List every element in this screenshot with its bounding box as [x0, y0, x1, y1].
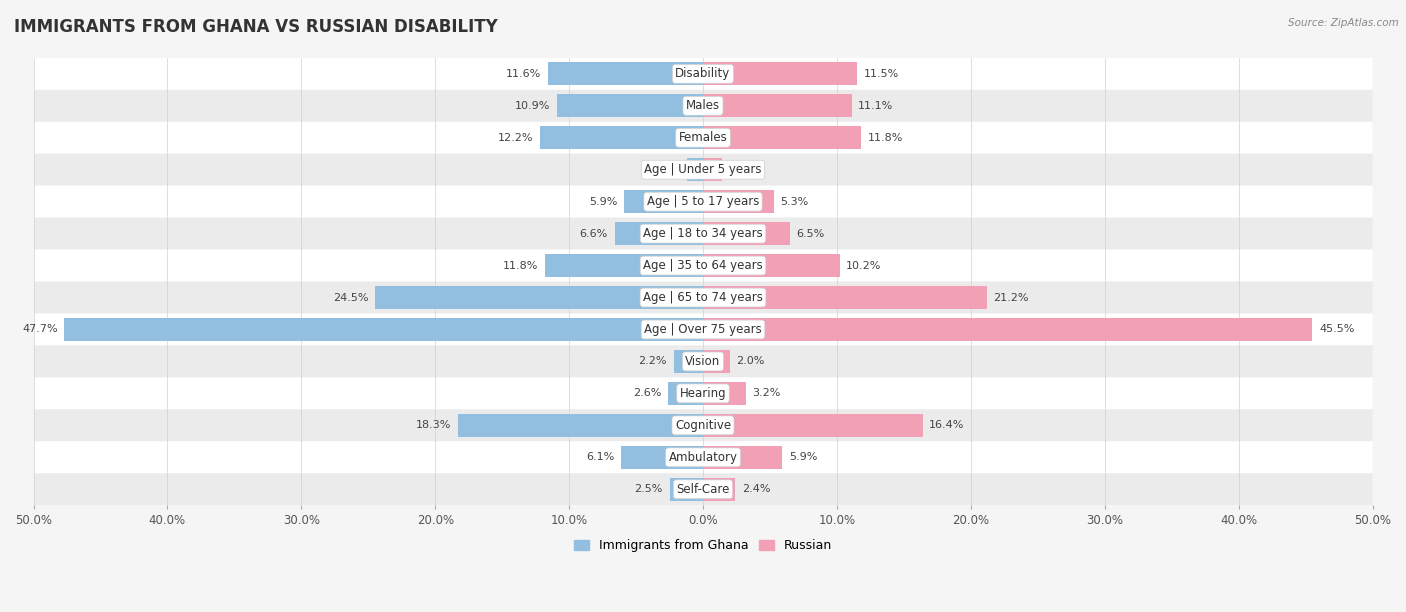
- Text: 2.6%: 2.6%: [633, 389, 661, 398]
- Bar: [703, 254, 839, 277]
- FancyBboxPatch shape: [34, 409, 1372, 441]
- Text: 45.5%: 45.5%: [1319, 324, 1354, 335]
- Text: 3.2%: 3.2%: [752, 389, 780, 398]
- Text: 10.2%: 10.2%: [846, 261, 882, 271]
- Text: 16.4%: 16.4%: [929, 420, 965, 430]
- FancyBboxPatch shape: [34, 90, 1372, 122]
- Bar: [548, 62, 703, 85]
- Text: 6.6%: 6.6%: [579, 229, 607, 239]
- Text: 5.3%: 5.3%: [780, 196, 808, 207]
- Bar: [703, 190, 773, 213]
- Text: 24.5%: 24.5%: [333, 293, 368, 302]
- Bar: [458, 414, 703, 437]
- Text: 5.9%: 5.9%: [789, 452, 817, 462]
- Text: Disability: Disability: [675, 67, 731, 80]
- Bar: [703, 126, 860, 149]
- Text: Cognitive: Cognitive: [675, 419, 731, 432]
- FancyBboxPatch shape: [34, 154, 1372, 185]
- Bar: [546, 254, 703, 277]
- FancyBboxPatch shape: [34, 473, 1372, 506]
- Text: 11.8%: 11.8%: [503, 261, 538, 271]
- Text: 2.0%: 2.0%: [737, 356, 765, 367]
- Bar: [703, 222, 790, 245]
- Bar: [703, 350, 730, 373]
- FancyBboxPatch shape: [34, 345, 1372, 378]
- Text: 2.2%: 2.2%: [638, 356, 666, 367]
- Bar: [703, 446, 782, 469]
- Bar: [557, 94, 703, 118]
- Text: Females: Females: [679, 131, 727, 144]
- Text: Vision: Vision: [685, 355, 721, 368]
- Bar: [540, 126, 703, 149]
- Text: Age | 5 to 17 years: Age | 5 to 17 years: [647, 195, 759, 208]
- Bar: [375, 286, 703, 309]
- Text: 6.5%: 6.5%: [797, 229, 825, 239]
- Bar: [703, 478, 735, 501]
- Text: 2.4%: 2.4%: [742, 484, 770, 494]
- Text: Age | 65 to 74 years: Age | 65 to 74 years: [643, 291, 763, 304]
- Legend: Immigrants from Ghana, Russian: Immigrants from Ghana, Russian: [569, 534, 837, 557]
- FancyBboxPatch shape: [34, 218, 1372, 250]
- Bar: [688, 158, 703, 181]
- Text: Age | Over 75 years: Age | Over 75 years: [644, 323, 762, 336]
- Text: Self-Care: Self-Care: [676, 483, 730, 496]
- Bar: [703, 286, 987, 309]
- Bar: [703, 414, 922, 437]
- Bar: [703, 62, 858, 85]
- Text: 11.6%: 11.6%: [506, 69, 541, 79]
- Text: 47.7%: 47.7%: [22, 324, 58, 335]
- Text: Age | 35 to 64 years: Age | 35 to 64 years: [643, 259, 763, 272]
- Bar: [669, 478, 703, 501]
- Bar: [703, 158, 721, 181]
- Bar: [703, 318, 1312, 341]
- FancyBboxPatch shape: [34, 282, 1372, 313]
- Bar: [673, 350, 703, 373]
- Text: Age | Under 5 years: Age | Under 5 years: [644, 163, 762, 176]
- Text: 11.1%: 11.1%: [858, 101, 894, 111]
- Text: 2.5%: 2.5%: [634, 484, 662, 494]
- Text: 21.2%: 21.2%: [994, 293, 1029, 302]
- Bar: [614, 222, 703, 245]
- FancyBboxPatch shape: [34, 250, 1372, 282]
- Text: 1.2%: 1.2%: [652, 165, 681, 174]
- Bar: [65, 318, 703, 341]
- Text: Males: Males: [686, 99, 720, 112]
- Text: 6.1%: 6.1%: [586, 452, 614, 462]
- Text: Age | 18 to 34 years: Age | 18 to 34 years: [643, 227, 763, 240]
- FancyBboxPatch shape: [34, 185, 1372, 218]
- FancyBboxPatch shape: [34, 441, 1372, 473]
- Bar: [624, 190, 703, 213]
- Bar: [621, 446, 703, 469]
- Text: 18.3%: 18.3%: [416, 420, 451, 430]
- Text: Ambulatory: Ambulatory: [668, 451, 738, 464]
- Text: 5.9%: 5.9%: [589, 196, 617, 207]
- Text: 10.9%: 10.9%: [515, 101, 550, 111]
- FancyBboxPatch shape: [34, 378, 1372, 409]
- Text: IMMIGRANTS FROM GHANA VS RUSSIAN DISABILITY: IMMIGRANTS FROM GHANA VS RUSSIAN DISABIL…: [14, 18, 498, 36]
- FancyBboxPatch shape: [34, 58, 1372, 90]
- Text: Source: ZipAtlas.com: Source: ZipAtlas.com: [1288, 18, 1399, 28]
- FancyBboxPatch shape: [34, 122, 1372, 154]
- Bar: [668, 382, 703, 405]
- Text: 1.4%: 1.4%: [728, 165, 756, 174]
- Bar: [703, 382, 745, 405]
- FancyBboxPatch shape: [34, 313, 1372, 345]
- Text: 12.2%: 12.2%: [498, 133, 533, 143]
- Text: 11.8%: 11.8%: [868, 133, 903, 143]
- Bar: [703, 94, 852, 118]
- Text: 11.5%: 11.5%: [863, 69, 898, 79]
- Text: Hearing: Hearing: [679, 387, 727, 400]
